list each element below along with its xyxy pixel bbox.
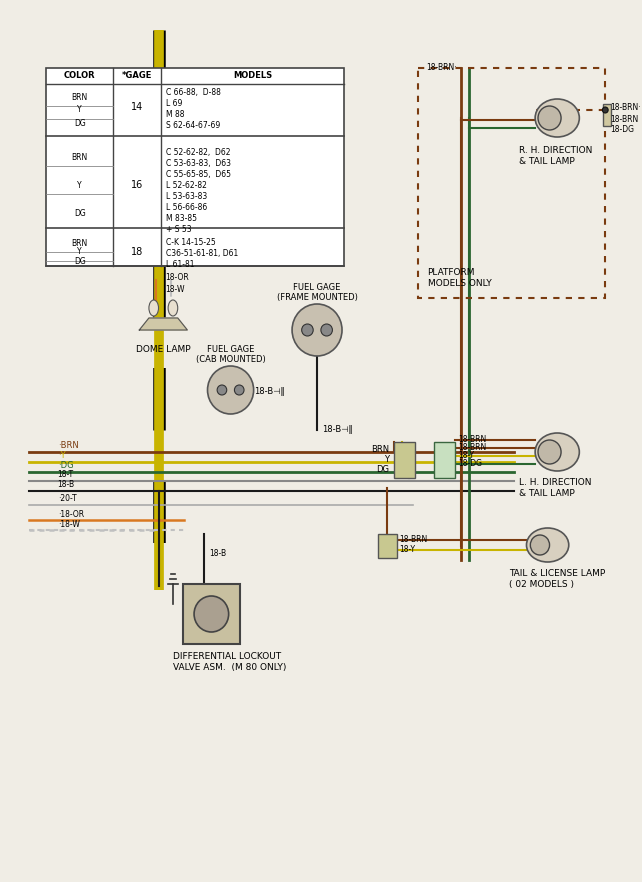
Circle shape xyxy=(302,324,313,336)
Text: MODELS: MODELS xyxy=(233,71,272,80)
Text: ·20-T: ·20-T xyxy=(58,494,76,503)
Bar xyxy=(377,534,397,558)
Text: C-K 14-15-25: C-K 14-15-25 xyxy=(166,238,216,247)
Text: 18-BRN: 18-BRN xyxy=(610,115,638,123)
Text: M 83-85: M 83-85 xyxy=(166,214,197,223)
Text: BRN: BRN xyxy=(72,238,88,248)
Text: 14: 14 xyxy=(131,102,144,112)
Text: DG: DG xyxy=(74,257,85,265)
Text: L 52-62-82: L 52-62-82 xyxy=(166,181,207,190)
Text: 18-DG: 18-DG xyxy=(458,459,482,467)
Text: Y: Y xyxy=(384,455,389,465)
Text: 18-Y: 18-Y xyxy=(400,544,415,554)
Circle shape xyxy=(234,385,244,395)
Circle shape xyxy=(207,366,254,414)
Text: DIFFERENTIAL LOCKOUT
VALVE ASM.  (M 80 ONLY): DIFFERENTIAL LOCKOUT VALVE ASM. (M 80 ON… xyxy=(173,652,286,672)
Text: C36-51-61-81, D61: C36-51-61-81, D61 xyxy=(166,249,238,258)
Circle shape xyxy=(530,535,550,555)
Text: ·BRN: ·BRN xyxy=(58,441,78,450)
Text: Y: Y xyxy=(78,106,82,115)
Text: DG: DG xyxy=(376,466,389,475)
Text: (FRAME MOUNTED): (FRAME MOUNTED) xyxy=(277,293,358,302)
Text: M 88: M 88 xyxy=(166,110,185,119)
Ellipse shape xyxy=(149,300,159,316)
Circle shape xyxy=(321,324,333,336)
Text: PLATFORM
MODELS ONLY: PLATFORM MODELS ONLY xyxy=(428,268,491,288)
Text: BRN: BRN xyxy=(371,445,389,454)
Text: C 52-62-82,  D62: C 52-62-82, D62 xyxy=(166,148,230,157)
Circle shape xyxy=(292,304,342,356)
Text: *GAGE: *GAGE xyxy=(122,71,153,80)
Text: C 66-88,  D-88: C 66-88, D-88 xyxy=(166,88,221,97)
FancyBboxPatch shape xyxy=(182,584,240,644)
Text: BRN: BRN xyxy=(72,153,88,161)
Circle shape xyxy=(538,106,561,130)
Bar xyxy=(418,68,605,298)
Text: (CAB MOUNTED): (CAB MOUNTED) xyxy=(196,355,265,364)
Text: L 56-66-86: L 56-66-86 xyxy=(166,203,207,212)
Text: 18-W: 18-W xyxy=(165,286,185,295)
Bar xyxy=(603,104,611,126)
Bar xyxy=(394,442,415,478)
Ellipse shape xyxy=(535,99,579,137)
Text: Y: Y xyxy=(78,248,82,257)
Bar xyxy=(46,68,344,266)
Text: DG: DG xyxy=(74,118,85,128)
Text: ·Y: ·Y xyxy=(58,451,65,460)
Text: FUEL GAGE: FUEL GAGE xyxy=(293,283,341,292)
Text: 18-B⊣‖: 18-B⊣‖ xyxy=(322,425,352,435)
Text: S 62-64-67-69: S 62-64-67-69 xyxy=(166,121,220,130)
Text: L 53-63-83: L 53-63-83 xyxy=(166,192,207,201)
Text: 18-Y: 18-Y xyxy=(458,451,474,460)
Text: 18: 18 xyxy=(131,247,144,257)
Text: DOME LAMP: DOME LAMP xyxy=(136,345,191,354)
Text: L. H. DIRECTION
& TAIL LAMP: L. H. DIRECTION & TAIL LAMP xyxy=(519,478,591,498)
Ellipse shape xyxy=(535,433,579,471)
Ellipse shape xyxy=(168,300,178,316)
Text: 18-DG: 18-DG xyxy=(610,124,634,133)
Text: 18-BRN: 18-BRN xyxy=(458,435,487,444)
Text: R. H. DIRECTION
& TAIL LAMP: R. H. DIRECTION & TAIL LAMP xyxy=(519,146,592,166)
Circle shape xyxy=(194,596,229,632)
Text: 18-T: 18-T xyxy=(58,470,74,479)
Text: DG: DG xyxy=(74,208,85,218)
Text: + S 53: + S 53 xyxy=(166,225,192,234)
Circle shape xyxy=(602,107,608,113)
Circle shape xyxy=(217,385,227,395)
Text: FUEL GAGE: FUEL GAGE xyxy=(207,345,254,354)
Text: 18-BRN: 18-BRN xyxy=(400,534,428,543)
Text: ·18-OR: ·18-OR xyxy=(58,510,83,519)
Polygon shape xyxy=(139,318,187,330)
Text: ·18-W: ·18-W xyxy=(58,520,80,529)
Text: 18-BRN: 18-BRN xyxy=(458,443,487,452)
Text: 16: 16 xyxy=(131,180,144,190)
Text: C 55-65-85,  D65: C 55-65-85, D65 xyxy=(166,170,231,179)
Circle shape xyxy=(538,440,561,464)
Bar xyxy=(434,442,455,478)
Text: 18-OR: 18-OR xyxy=(165,273,189,282)
Text: 18-B: 18-B xyxy=(209,549,227,558)
Text: COLOR: COLOR xyxy=(64,71,96,80)
Text: Y: Y xyxy=(78,181,82,190)
Text: L 69: L 69 xyxy=(166,99,182,108)
Text: 18-B: 18-B xyxy=(58,480,74,489)
Text: 18-BRN·: 18-BRN· xyxy=(610,103,641,113)
Text: TAIL & LICENSE LAMP
( 02 MODELS ): TAIL & LICENSE LAMP ( 02 MODELS ) xyxy=(509,569,605,589)
Text: 18-B⊣‖: 18-B⊣‖ xyxy=(254,387,284,397)
Text: 18-BRN·: 18-BRN· xyxy=(426,64,456,72)
Text: BRN: BRN xyxy=(72,93,88,101)
Ellipse shape xyxy=(526,528,569,562)
Text: L 61-81: L 61-81 xyxy=(166,260,195,269)
Text: C 53-63-83,  D63: C 53-63-83, D63 xyxy=(166,159,231,168)
Text: ·DG: ·DG xyxy=(58,461,73,470)
